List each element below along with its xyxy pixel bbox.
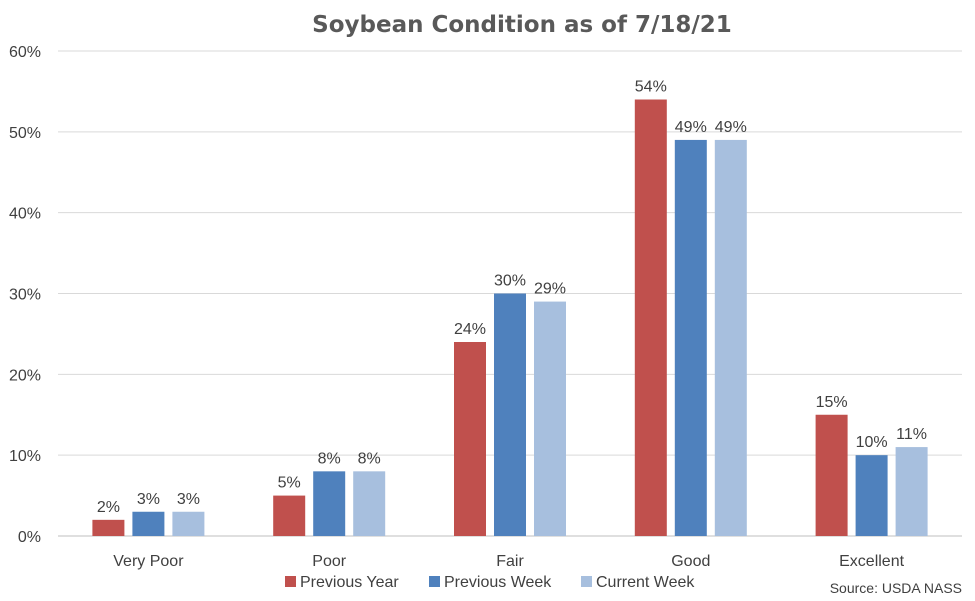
y-tick-label: 0% [18, 529, 41, 546]
bar-good-current-week [714, 139, 747, 536]
x-category-label: Very Poor [113, 553, 184, 570]
data-label: 3% [137, 491, 160, 508]
data-label: 10% [856, 434, 888, 451]
bar-fair-previous-week [494, 293, 526, 536]
y-tick-label: 40% [9, 206, 41, 223]
legend-swatch [285, 576, 296, 587]
data-label: 30% [494, 273, 526, 290]
bar-very-poor-previous-week [132, 511, 165, 536]
y-tick-label: 30% [9, 287, 41, 304]
bar-excellent-previous-year [815, 414, 848, 536]
y-tick-label: 20% [9, 367, 41, 384]
data-label: 15% [816, 394, 848, 411]
data-label: 24% [454, 321, 486, 338]
bar-fair-previous-year [454, 342, 486, 536]
y-tick-label: 50% [9, 125, 41, 142]
x-category-label: Good [671, 553, 710, 570]
data-label: 8% [358, 450, 381, 467]
data-label: 3% [177, 491, 200, 508]
bar-poor-previous-week [313, 471, 346, 536]
y-tick-label: 10% [9, 448, 41, 465]
x-axis-categories: Very Poor Poor Fair Good Excellent [113, 553, 904, 570]
data-labels: 2% 3% 3% 5% 8% 8% 24% 30% 29% 54% 49% 49% 15% 10% 11% [97, 79, 927, 516]
legend-label: Previous Week [444, 574, 552, 591]
legend-label: Previous Year [300, 574, 399, 591]
data-label: 2% [97, 499, 120, 516]
legend-swatch [581, 576, 592, 587]
data-label: 29% [534, 281, 566, 298]
x-category-label: Excellent [839, 553, 904, 570]
bar-good-previous-year [634, 99, 667, 536]
data-label: 54% [635, 79, 667, 96]
legend-swatch [429, 576, 440, 587]
data-label: 5% [278, 475, 301, 492]
legend: Previous Year Previous Week Current Week [285, 574, 695, 591]
bar-very-poor-previous-year [92, 519, 125, 536]
data-label: 8% [318, 450, 341, 467]
data-label: 49% [715, 119, 747, 136]
bar-good-previous-week [674, 139, 707, 536]
bar-poor-current-week [353, 471, 386, 536]
bar-poor-previous-year [273, 495, 306, 536]
data-label: 11% [896, 426, 927, 443]
y-axis-ticks: 0% 10% 20% 30% 40% 50% 60% [9, 44, 41, 546]
bar-excellent-previous-week [855, 455, 888, 536]
bars [92, 99, 928, 536]
legend-label: Current Week [596, 574, 695, 591]
bar-very-poor-current-week [172, 511, 205, 536]
chart-title: Soybean Condition as of 7/18/21 [312, 12, 732, 38]
x-category-label: Poor [312, 553, 346, 570]
x-category-label: Fair [496, 553, 524, 570]
bar-excellent-current-week [895, 447, 928, 536]
bar-fair-current-week [534, 301, 566, 536]
source-note: Source: USDA NASS [830, 580, 962, 596]
data-label: 49% [675, 119, 707, 136]
y-tick-label: 60% [9, 44, 41, 61]
